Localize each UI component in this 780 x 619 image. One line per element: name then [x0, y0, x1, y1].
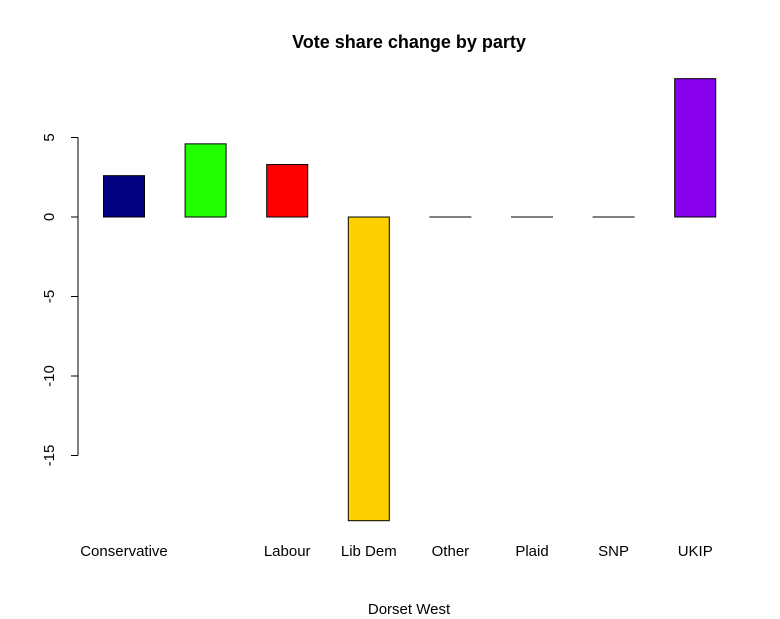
bars: [103, 78, 717, 522]
category-label: Conservative: [80, 543, 168, 560]
category-label: Other: [432, 543, 470, 560]
x-axis-title: Dorset West: [368, 601, 451, 618]
y-tick-label: -10: [41, 365, 58, 387]
category-labels: Conservative Labour Lib Dem Other Plaid SNP UK…: [80, 543, 712, 560]
bar-labour: [266, 164, 309, 218]
category-label: UKIP: [678, 543, 713, 560]
y-tick-label: 5: [41, 133, 58, 141]
bar-lib-dem: [347, 216, 390, 522]
category-label: Plaid: [515, 543, 548, 560]
y-tick-label: -15: [41, 445, 58, 467]
bar-conservative: [103, 175, 145, 218]
chart-title: Vote share change by party: [292, 32, 526, 52]
bar-unlabeled: [184, 143, 227, 218]
y-tick-label: -5: [41, 290, 58, 303]
bar-ukip: [674, 78, 717, 218]
category-label: Labour: [264, 543, 311, 560]
y-tick-label: 0: [41, 213, 58, 221]
category-label: Lib Dem: [341, 543, 397, 560]
y-axis: 5 0 -5 -10 -15: [41, 133, 79, 467]
category-label: SNP: [598, 543, 629, 560]
